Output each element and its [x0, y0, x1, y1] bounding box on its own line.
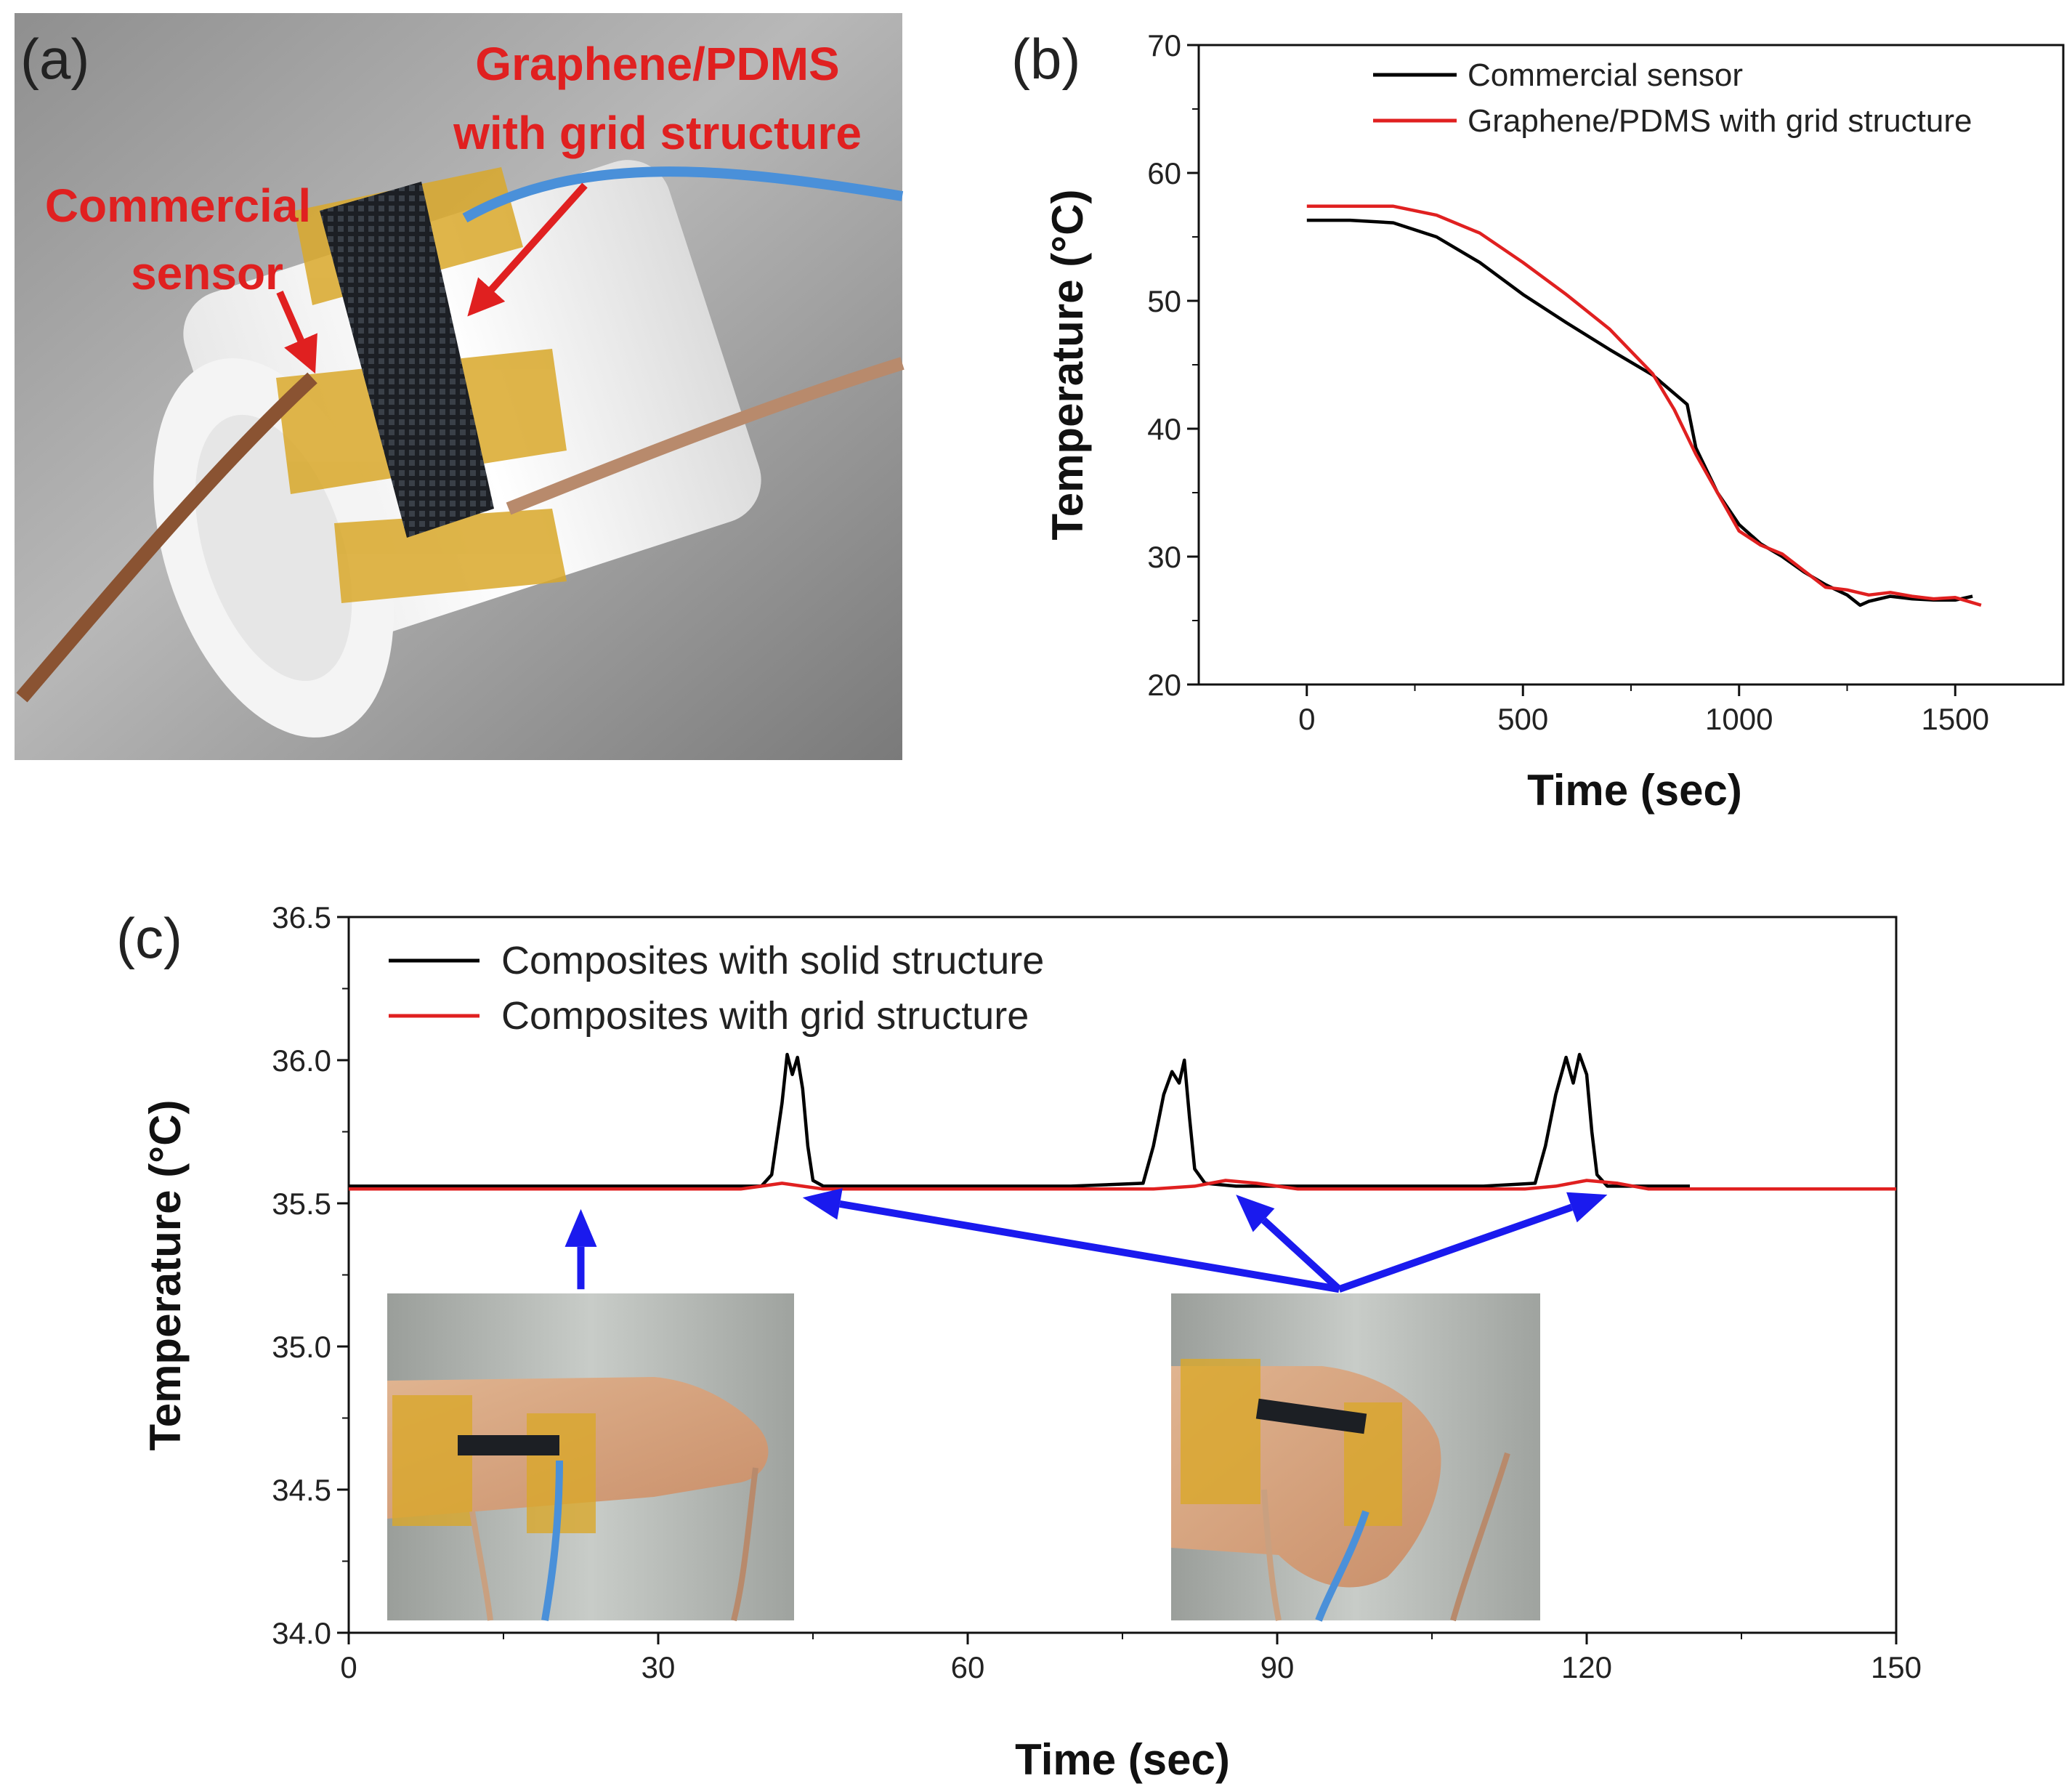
panel-a-photo: (a) Graphene/PDMS with grid structure Co… [15, 13, 905, 760]
x-tick-label: 120 [1561, 1650, 1612, 1684]
series-line-red [349, 1179, 1896, 1191]
commercial-pointer-arrow [276, 290, 317, 374]
panel-c-x-axis-title: Time (sec) [1015, 1735, 1230, 1784]
y-tick-label: 36.5 [272, 900, 331, 934]
annotation-arrow-head [1236, 1195, 1275, 1232]
panel-a-label: (a) [20, 27, 89, 91]
panel-c-annotation-arrows [564, 1188, 1608, 1293]
x-tick-label: 500 [1497, 702, 1548, 736]
annotation-arrow-shaft [839, 1200, 1340, 1293]
graphene-grid-strip-image [320, 182, 494, 538]
panel-c-chart: (c) 0 30 60 90 120 150 34.0 34.5 35.0 35.5 36.0 36.… [116, 900, 1922, 1784]
inset-photo-wrist-bent [1171, 1293, 1540, 1622]
panel-b-y-axis-title: Temperature (°C) [1043, 190, 1092, 541]
inset-photo-wrist-relaxed [387, 1293, 794, 1621]
brown-wire-left-image [16, 372, 317, 703]
x-tick-label: 30 [642, 1650, 676, 1684]
y-tick-label: 20 [1147, 668, 1181, 702]
brown-wire-right-image [506, 357, 905, 515]
commercial-annotation-line1: Commercial [45, 179, 311, 232]
panel-b-legend-graphene: Graphene/PDMS with grid structure [1468, 103, 1972, 139]
panel-c-y-axis-title: Temperature (°C) [141, 1100, 190, 1451]
y-tick-label: 34.5 [272, 1473, 331, 1507]
y-tick-label: 35.0 [272, 1330, 331, 1364]
series-line-black [1306, 218, 1973, 607]
y-tick-label: 70 [1147, 28, 1181, 62]
annotation-arrow-head [802, 1188, 843, 1220]
graphene-annotation-line1: Graphene/PDMS [475, 38, 839, 90]
annotation-arrow-head [564, 1208, 597, 1247]
y-tick-label: 35.5 [272, 1187, 331, 1221]
panel-c-series [349, 1052, 1896, 1191]
series-line-red [1306, 204, 1982, 607]
y-tick-label: 30 [1147, 540, 1181, 574]
y-tick-label: 36.0 [272, 1043, 331, 1078]
x-tick-label: 90 [1260, 1650, 1295, 1684]
panel-c-ticks: 0 30 60 90 120 150 34.0 34.5 35.0 35.5 36.0 36.5 [272, 900, 1922, 1684]
y-tick-label: 60 [1147, 156, 1181, 190]
panel-b-legend-commercial: Commercial sensor [1468, 57, 1743, 93]
graphene-annotation-line2: with grid structure [453, 107, 862, 159]
panel-b-ticks: 0 500 1000 1500 20 30 40 50 60 70 [1147, 28, 1989, 736]
panel-c-legend-solid: Composites with solid structure [501, 939, 1044, 982]
blue-wire-image [462, 166, 904, 223]
x-tick-label: 1500 [1922, 702, 1989, 736]
x-tick-label: 0 [1298, 702, 1315, 736]
x-tick-label: 60 [951, 1650, 985, 1684]
commercial-annotation-line2: sensor [131, 247, 283, 299]
panel-b-series [1306, 204, 1982, 607]
series-line-black [349, 1052, 1690, 1188]
x-tick-label: 1000 [1705, 702, 1773, 736]
y-tick-label: 40 [1147, 412, 1181, 446]
y-tick-label: 50 [1147, 284, 1181, 318]
annotation-arrow-shaft [1338, 1203, 1574, 1293]
graphene-pointer-arrow [467, 182, 588, 317]
panel-c-label: (c) [116, 906, 182, 970]
x-tick-label: 0 [340, 1650, 357, 1684]
panel-b-label: (b) [1011, 27, 1080, 91]
panel-b-plot-frame [1197, 44, 2065, 686]
panel-b-x-axis-title: Time (sec) [1527, 766, 1742, 815]
annotation-arrow-head [1566, 1192, 1608, 1223]
y-tick-label: 34.0 [272, 1616, 331, 1650]
panel-c-legend-grid: Composites with grid structure [501, 994, 1029, 1038]
x-tick-label: 150 [1871, 1650, 1922, 1684]
annotation-arrow-shaft [1261, 1217, 1342, 1292]
